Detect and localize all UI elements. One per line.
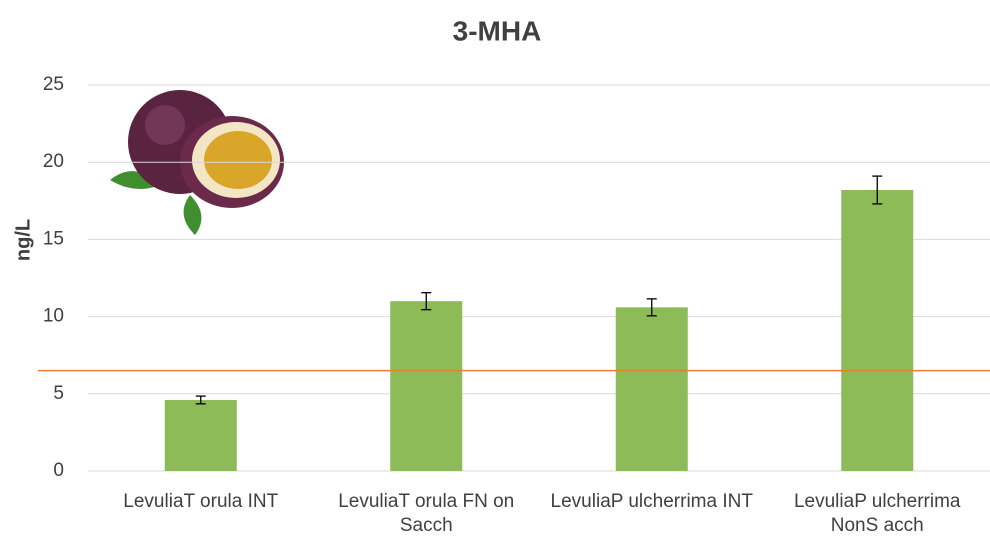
bar (390, 301, 463, 471)
y-tick-label: 20 (43, 151, 64, 172)
x-tick-label: LevuliaT orula FN on Sacch (338, 491, 515, 536)
y-tick-label: 10 (43, 306, 64, 327)
bar (164, 399, 237, 471)
error-bar (195, 395, 206, 405)
error-bar (872, 175, 883, 205)
y-axis-label: ng/L (12, 219, 34, 261)
x-tick-label: LevuliaT orula INT (123, 491, 279, 512)
y-tick-label: 25 (43, 74, 64, 95)
x-tick-label: LevuliaP ulcherrima NonS acch (793, 491, 961, 536)
bar (615, 307, 688, 471)
y-tick-label: 15 (43, 228, 64, 249)
fruit-illustration (110, 90, 284, 235)
y-tick-label: 5 (53, 383, 64, 404)
error-bar (421, 292, 432, 311)
bar (841, 189, 914, 471)
error-bar (646, 298, 657, 317)
y-tick-label: 0 (53, 460, 64, 481)
chart-title: 3-MHA (453, 15, 542, 46)
x-tick-label: LevuliaP ulcherrima INT (550, 491, 753, 512)
